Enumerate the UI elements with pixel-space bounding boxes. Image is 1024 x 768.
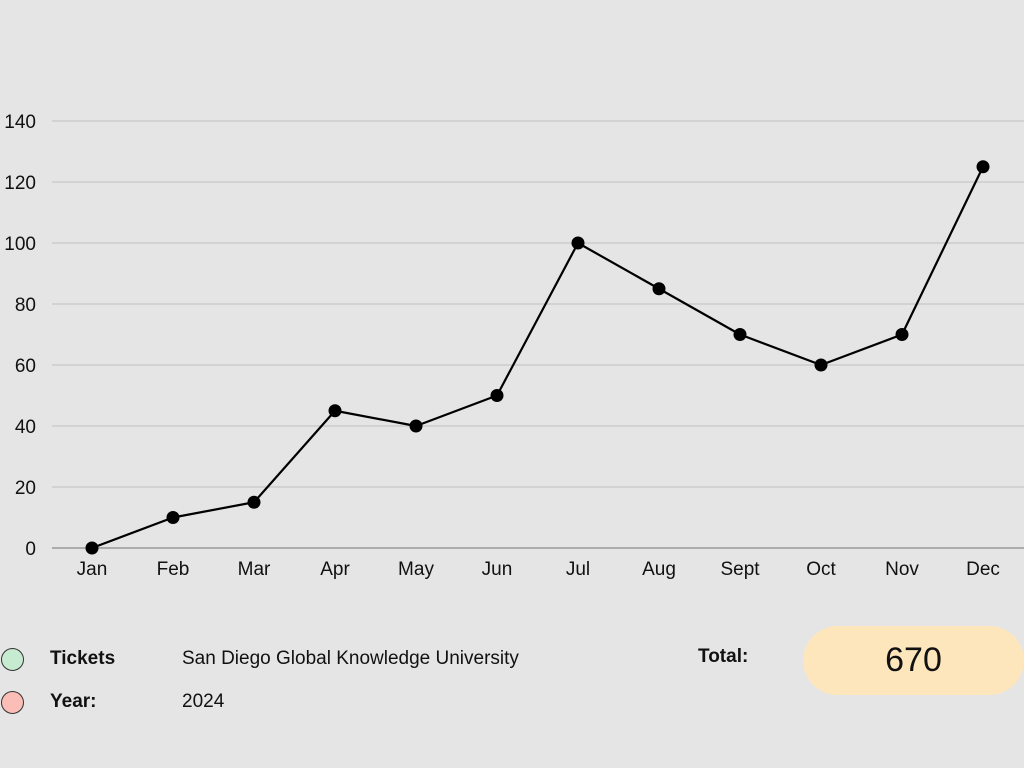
y-tick-label: 140 [4, 112, 36, 133]
series-line [91, 166, 984, 550]
tickets-key-label: Tickets [50, 648, 116, 669]
y-tick-label: 20 [15, 478, 36, 499]
y-tick-label: 0 [25, 539, 36, 560]
year-key-label: Year: [50, 691, 97, 712]
data-point-aug [652, 282, 666, 296]
x-tick-label: Nov [885, 559, 919, 580]
year-value: 2024 [182, 691, 225, 712]
y-tick-label: 60 [15, 356, 36, 377]
x-tick-label: Mar [238, 559, 271, 580]
data-point-nov [895, 328, 909, 341]
x-tick-label: Jan [77, 559, 108, 580]
data-point-apr [328, 404, 342, 418]
data-point-oct [814, 358, 828, 372]
data-point-jul [571, 236, 585, 250]
y-tick-label: 120 [4, 173, 36, 194]
line-chart: 0 20 40 60 80 100 120 140 Jan Feb Mar Apr May Jun Jul… [4, 112, 1024, 580]
data-point-dec [976, 160, 990, 174]
x-tick-label: Dec [966, 559, 1000, 580]
year-legend-dot [1, 691, 24, 714]
y-tick-labels: 0 20 40 60 80 100 120 140 [4, 112, 36, 560]
total-badge: 670 [803, 626, 1024, 695]
total-value: 670 [885, 641, 942, 679]
x-tick-label: Feb [157, 559, 190, 580]
data-point-jan [85, 541, 99, 555]
x-tick-label: Jul [566, 559, 590, 580]
data-point-sept [733, 328, 747, 341]
y-tick-label: 80 [15, 295, 36, 316]
data-point-jun [490, 389, 504, 402]
data-points [85, 160, 990, 555]
data-point-feb [166, 511, 180, 524]
data-point-may [409, 419, 423, 433]
x-tick-label: Jun [482, 559, 513, 580]
x-tick-label: Oct [806, 559, 836, 580]
x-tick-label: Sept [720, 559, 760, 580]
grid-lines [52, 120, 1024, 549]
x-tick-label: Aug [642, 559, 676, 580]
total-label: Total: [698, 646, 749, 667]
y-tick-label: 40 [15, 417, 36, 438]
x-tick-labels: Jan Feb Mar Apr May Jun Jul Aug Sept Oct Nov Dec [77, 559, 1000, 580]
y-tick-label: 100 [4, 234, 36, 255]
university-name: San Diego Global Knowledge University [182, 648, 519, 669]
tickets-legend-dot [1, 648, 24, 671]
data-point-mar [247, 495, 261, 509]
x-tick-label: May [398, 559, 434, 580]
series-line-layer [91, 166, 984, 550]
x-tick-label: Apr [320, 559, 350, 580]
